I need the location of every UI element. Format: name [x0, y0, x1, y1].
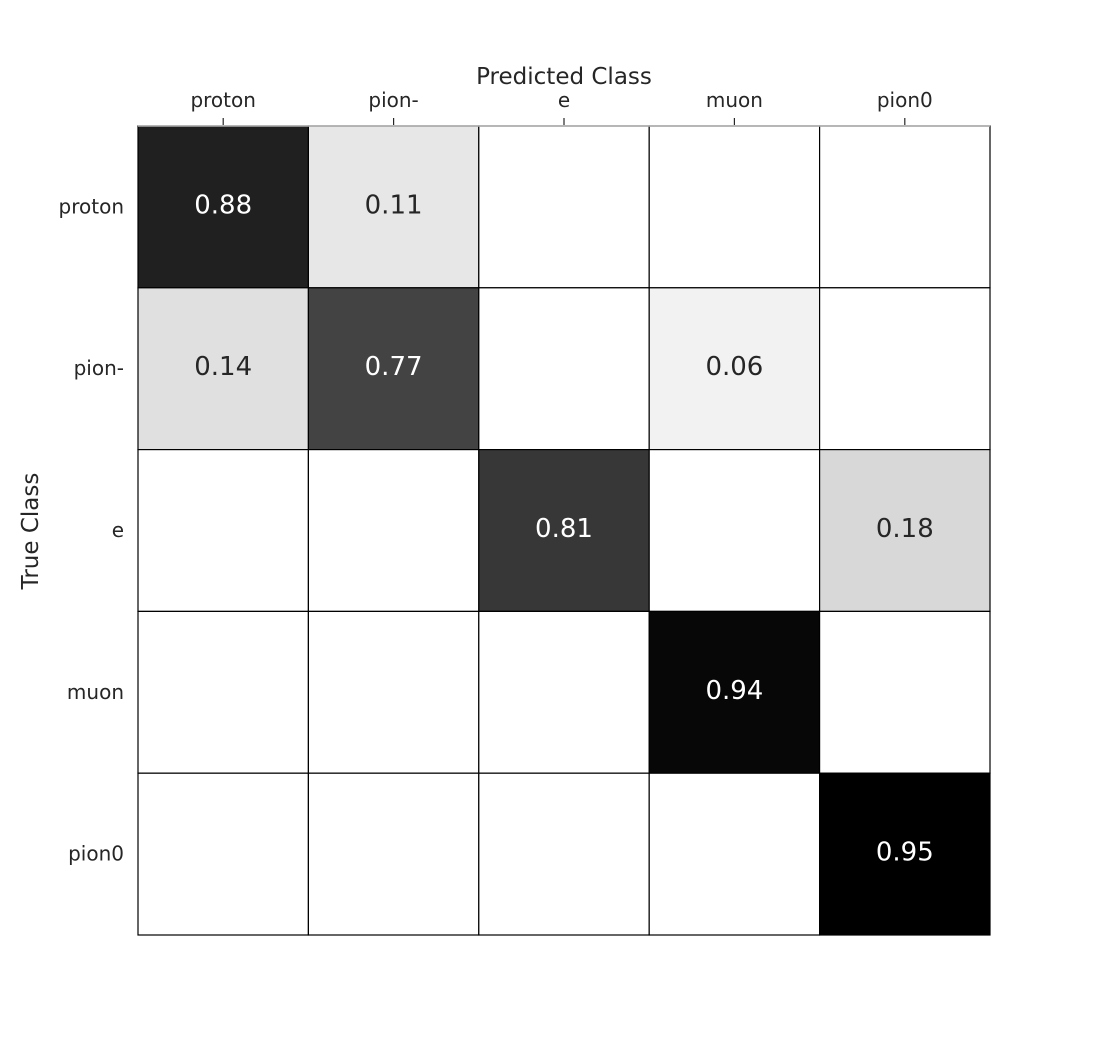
x-tick-label-pion0: pion0: [877, 88, 933, 112]
y-tick-label-pion0: pion0: [68, 842, 124, 866]
heatmap-cell-e-pion: [307, 449, 480, 613]
x-tick-label-pion: pion-: [368, 88, 418, 112]
cell-value-label: 0.81: [535, 514, 593, 544]
heatmap-cell-e-e: [478, 449, 650, 613]
heatmap-cell-pion0-e: [478, 772, 650, 936]
cell-value-label: 0.06: [705, 352, 763, 382]
heatmap-cell-e-proton: [137, 449, 309, 613]
x-tick-label-e: e: [558, 88, 570, 112]
heatmap-cell-muon-proton: [137, 610, 309, 774]
x-tick-label-proton: proton: [190, 88, 255, 112]
x-axis-ticks: proton pion-e muon pion0: [190, 88, 933, 125]
heatmap-cell-pion-proton: [137, 287, 309, 451]
cell-value-label: 0.88: [194, 190, 252, 220]
heatmap-cell-pion0-pion0: [818, 772, 991, 936]
heatmap-cell-muon-e: [478, 610, 650, 774]
heatmap-cell-proton-pion0: [818, 125, 991, 289]
y-tick-label-proton: proton: [59, 194, 124, 218]
cell-value-label: 0.94: [705, 676, 763, 706]
heatmap-cell-proton-pion: [307, 125, 480, 289]
heatmap-cell-muon-muon: [648, 610, 821, 774]
y-axis-ticks: proton pion-e muon pion0: [59, 194, 124, 865]
heatmap-cell-proton-proton: [137, 125, 309, 289]
heatmap-cell-proton-muon: [648, 125, 821, 289]
heatmap-cell-pion-e: [478, 287, 650, 451]
cell-value-label: 0.18: [876, 514, 934, 544]
heatmap-cell-pion0-muon: [648, 772, 821, 936]
heatmap-cell-proton-e: [478, 125, 650, 289]
cell-value-label: 0.14: [194, 352, 252, 382]
y-tick-label-muon: muon: [67, 680, 124, 704]
y-axis-title: True Class: [18, 473, 44, 591]
heatmap-cell-pion-pion0: [818, 287, 991, 451]
x-axis-title: Predicted Class: [476, 64, 652, 90]
cell-value-label: 0.95: [876, 838, 934, 868]
heatmap-cell-pion-muon: [648, 287, 821, 451]
y-tick-label-e: e: [112, 518, 124, 542]
x-tick-label-muon: muon: [706, 88, 763, 112]
cell-value-label: 0.11: [365, 190, 423, 220]
heatmap-cell-pion0-proton: [137, 772, 309, 936]
cell-value-label: 0.77: [365, 352, 423, 382]
heatmap-cell-pion0-pion: [307, 772, 480, 936]
heatmap-cell-e-muon: [648, 449, 821, 613]
heatmap-cells: 0.88 0.11 0.14 0.77 0.06 0.81 0.18 0.94 0.95: [137, 125, 991, 936]
heatmap-cell-muon-pion: [307, 610, 480, 774]
heatmap-cell-muon-pion0: [818, 610, 991, 774]
heatmap-cell-pion-pion: [307, 287, 480, 451]
y-tick-label-pion: pion-: [74, 356, 124, 380]
